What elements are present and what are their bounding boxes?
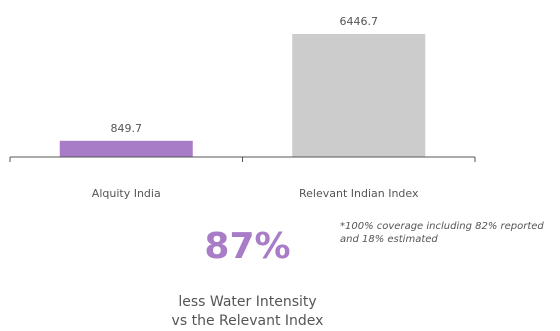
stat-caption: less Water Intensity vs the Relevant Ind… <box>100 293 395 331</box>
category-label: Alquity India <box>92 187 161 200</box>
bar-relevant-indian-index <box>292 34 426 157</box>
bar-chart: 849.7 6446.7 Alquity India Relevant Indian… <box>9 15 476 200</box>
bars-layer <box>59 34 426 157</box>
bar-alquity-india <box>59 140 193 157</box>
category-labels-layer: Alquity India Relevant Indian Index <box>92 187 419 200</box>
category-label: Relevant Indian Index <box>299 187 419 200</box>
x-axis-ticks <box>9 157 476 162</box>
stat-caption-line-2: vs the Relevant Index <box>171 313 324 329</box>
value-label: 6446.7 <box>340 15 379 28</box>
percentage-stat: 87% <box>204 226 291 267</box>
value-labels-layer: 849.7 6446.7 <box>111 15 379 135</box>
stat-caption-line-1: less Water Intensity <box>178 294 317 310</box>
coverage-footnote: *100% coverage including 82% reported an… <box>340 221 544 245</box>
value-label: 849.7 <box>111 122 143 135</box>
